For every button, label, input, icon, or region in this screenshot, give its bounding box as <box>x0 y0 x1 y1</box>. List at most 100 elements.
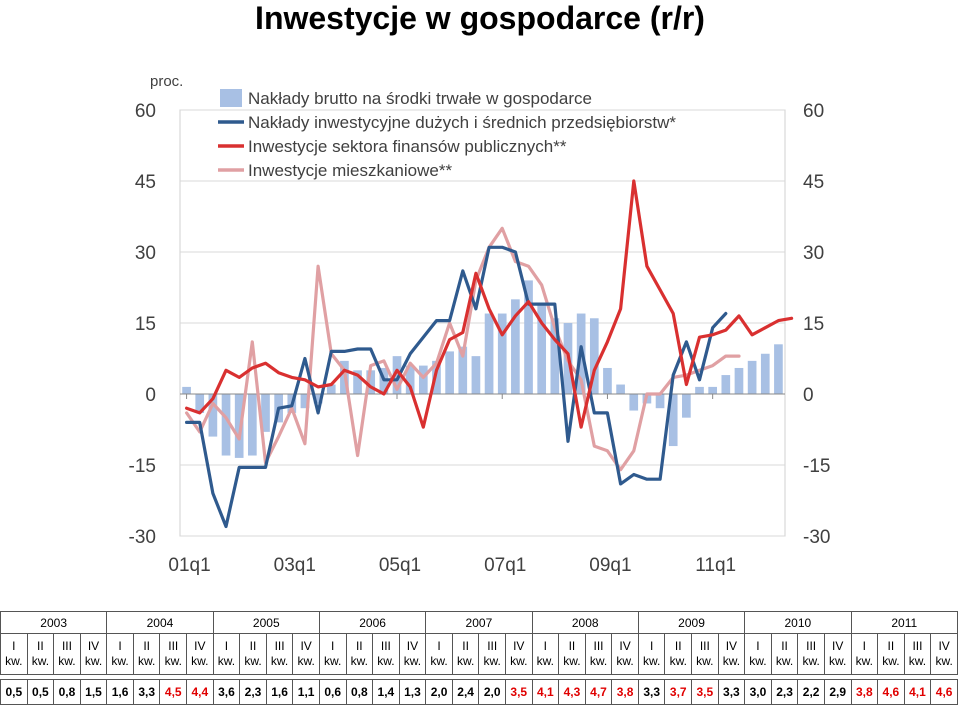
x-tick-label: 07q1 <box>484 555 526 576</box>
inflation-value-cell: 4,6 <box>877 679 905 705</box>
bar <box>682 394 691 418</box>
inflation-value-cell: 3,5 <box>691 679 719 705</box>
inflation-value-cell: 0,8 <box>53 679 81 705</box>
bar <box>537 304 547 394</box>
year-header: 2010 <box>744 611 852 634</box>
quarter-header: IV kw. <box>292 633 320 675</box>
inflation-value-cell: 2,4 <box>451 679 480 705</box>
quarter-header: II kw. <box>239 633 267 675</box>
bar <box>668 394 678 447</box>
y-tick-label-left: 0 <box>145 385 156 406</box>
inflation-value-cell: 3,6 <box>212 679 241 705</box>
legend-label: Nakłady inwestycyjne dużych i średnich p… <box>248 113 676 132</box>
bar <box>655 394 665 409</box>
year-header: 2003 <box>0 611 108 634</box>
bar <box>760 353 770 394</box>
bar <box>747 360 757 394</box>
inflation-value-cell: 1,1 <box>292 679 320 705</box>
inflation-value-cell: 1,6 <box>106 679 134 705</box>
quarter-header: II kw. <box>451 633 480 675</box>
unit-label: proc. <box>150 73 183 90</box>
bar <box>221 394 231 456</box>
quarter-header: IV kw. <box>823 633 852 675</box>
bar <box>261 394 270 432</box>
inflation-value-cell: 3,3 <box>132 679 161 705</box>
quarter-header: IV kw. <box>930 633 958 675</box>
y-tick-label-right: -30 <box>803 527 830 548</box>
year-header: 2008 <box>531 611 639 634</box>
series-line <box>185 179 794 429</box>
inflation-value-cell: 4,1 <box>531 679 560 705</box>
y-tick-label-left: 30 <box>135 243 156 264</box>
inflation-value-cell: 0,6 <box>318 679 347 705</box>
quarter-header: III kw. <box>903 633 932 675</box>
quarter-header: IV kw. <box>504 633 533 675</box>
bar <box>616 384 625 394</box>
quarter-header: II kw. <box>770 633 799 675</box>
bar <box>418 365 428 394</box>
series-line <box>185 226 741 472</box>
bar <box>300 394 310 409</box>
quarter-header: II kw. <box>877 633 905 675</box>
bar <box>721 375 731 394</box>
inflation-value-cell: 3,0 <box>744 679 772 705</box>
legend-label: Nakłady brutto na środki trwałe w gospod… <box>248 89 592 108</box>
y-tick-label-right: -15 <box>803 456 830 477</box>
inflation-value-cell: 4,3 <box>558 679 586 705</box>
y-tick-label-right: 30 <box>803 243 824 264</box>
inflation-value-cell: 4,4 <box>186 679 214 705</box>
inflation-value-cell: 3,8 <box>850 679 879 705</box>
page-title: Inwestycje w gospodarce (r/r) <box>255 0 705 36</box>
inflation-value-cell: 1,6 <box>265 679 294 705</box>
quarter-header: II kw. <box>345 633 374 675</box>
y-tick-label-left: -15 <box>129 456 156 477</box>
bar <box>550 318 560 394</box>
bar <box>234 394 244 458</box>
inflation-value-cell: 0,5 <box>0 679 28 705</box>
y-tick-label-left: 15 <box>135 314 156 335</box>
quarter-header: III kw. <box>372 633 400 675</box>
quarter-header: III kw. <box>159 633 188 675</box>
inflation-value-cell: 3,3 <box>717 679 746 705</box>
bar <box>708 386 718 394</box>
legend-swatch <box>220 89 242 107</box>
bar <box>497 313 507 394</box>
inflation-value-cell: 3,8 <box>611 679 639 705</box>
quarter-header: III kw. <box>53 633 81 675</box>
quarter-header: IV kw. <box>611 633 639 675</box>
year-header: 2009 <box>637 611 746 634</box>
bar <box>471 356 481 394</box>
inflation-value-cell: 2,3 <box>770 679 799 705</box>
bar <box>392 356 402 394</box>
year-header: 2007 <box>425 611 533 634</box>
bar <box>195 394 205 413</box>
inflation-value-cell: 1,5 <box>79 679 108 705</box>
inflation-value-cell: 3,5 <box>504 679 533 705</box>
inflation-value-cell: 0,8 <box>345 679 374 705</box>
x-tick-label: 11q1 <box>695 555 736 576</box>
bar <box>208 394 218 437</box>
quarter-header: III kw. <box>265 633 294 675</box>
series-line <box>185 245 728 529</box>
bar <box>629 394 639 411</box>
inflation-value-cell: 3,3 <box>637 679 666 705</box>
inflation-value-cell: 1,4 <box>372 679 400 705</box>
quarter-header: III kw. <box>584 633 613 675</box>
x-tick-label: 09q1 <box>589 555 631 576</box>
bar <box>405 365 415 394</box>
year-header: 2006 <box>318 611 427 634</box>
bar <box>524 280 533 394</box>
year-header: 2004 <box>106 611 214 634</box>
y-tick-label-left: -30 <box>129 527 156 548</box>
quarter-header: IV kw. <box>79 633 108 675</box>
legend-label: Inwestycje sektora finansów publicznych*… <box>248 137 567 156</box>
bar <box>458 346 468 394</box>
inflation-value-cell: 4,7 <box>584 679 613 705</box>
bar <box>182 386 191 394</box>
quarter-header: II kw. <box>664 633 693 675</box>
